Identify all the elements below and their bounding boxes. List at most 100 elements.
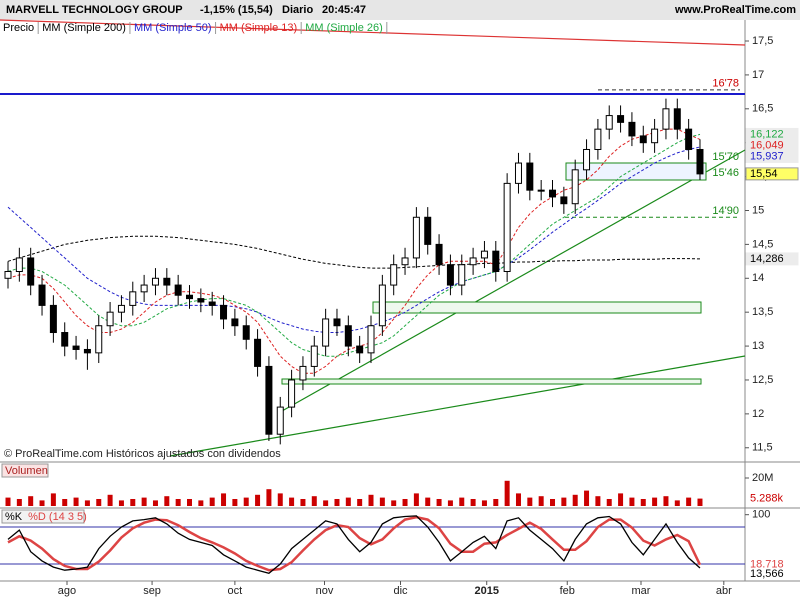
- candle-body: [15, 257, 23, 273]
- symbol: MARVELL TECHNOLOGY GROUP: [6, 4, 183, 16]
- volume-bar: [595, 496, 601, 506]
- volume-bar: [686, 497, 692, 506]
- volume-bar: [425, 497, 431, 506]
- candle-body: [276, 406, 284, 435]
- watermark: © ProRealTime.com Históricos ajustados c…: [4, 448, 281, 460]
- volume-bar: [550, 498, 556, 506]
- candle-body: [163, 277, 171, 286]
- end-label-box: [745, 252, 799, 266]
- volume-bar: [311, 496, 317, 506]
- volume-bar: [379, 497, 385, 506]
- x-tick-label: 2015: [474, 585, 498, 597]
- volume-bar: [527, 497, 533, 506]
- legend-entry: %D (14 3 5): [28, 511, 87, 523]
- moving-average: [7, 146, 701, 333]
- candle-body: [61, 332, 69, 347]
- candle-body: [651, 128, 659, 144]
- volume-bar: [640, 498, 646, 506]
- candle-body: [628, 121, 636, 137]
- period: Diario: [282, 4, 313, 16]
- panel-label-box: [1, 509, 85, 524]
- moving-average: [7, 133, 701, 357]
- volume-bar: [266, 489, 272, 506]
- volume-bar: [515, 493, 521, 506]
- volume-bar: [345, 497, 351, 506]
- candle-body: [662, 108, 670, 130]
- candle-body: [605, 115, 613, 130]
- candle-body: [639, 135, 647, 144]
- candle-body: [390, 264, 398, 286]
- candle-body: [549, 189, 557, 198]
- y-tick-label: 14,5: [752, 238, 773, 250]
- candle-body: [446, 264, 454, 286]
- volume-bar: [459, 497, 465, 506]
- change: -1,15% (15,54): [200, 4, 273, 16]
- candle-body: [242, 325, 250, 340]
- volume-bar: [141, 497, 147, 506]
- candle-body: [424, 216, 432, 245]
- legend-entry: MM (Simple 200): [42, 22, 126, 34]
- volume-bar: [221, 493, 227, 506]
- candle-body: [378, 284, 386, 327]
- y-tick-label: 13,5: [752, 306, 773, 318]
- candle-body: [83, 348, 91, 354]
- volume-bar: [62, 498, 68, 506]
- candle-body: [458, 264, 466, 286]
- candle-body: [594, 128, 602, 150]
- panel-label-box: [1, 463, 49, 478]
- candle-body: [106, 311, 114, 327]
- volume-bar: [504, 480, 510, 506]
- x-tick-label: oct: [228, 585, 243, 597]
- end-label: 15,937: [750, 150, 784, 162]
- candle-body: [685, 128, 693, 150]
- oscillator-line: [7, 515, 701, 575]
- candle-body: [333, 318, 341, 327]
- candle-body: [469, 257, 477, 266]
- candle-body: [174, 284, 182, 296]
- volume-bar: [391, 500, 397, 506]
- y-tick-label: 100: [752, 509, 770, 521]
- volume-bar: [28, 496, 34, 506]
- volume-bar: [152, 500, 158, 506]
- end-label: 16,049: [750, 139, 784, 151]
- end-label-box: [745, 149, 799, 163]
- volume-bar: [118, 500, 124, 506]
- volume-bar: [538, 496, 544, 506]
- candle-body: [617, 115, 625, 123]
- candle-body: [356, 345, 364, 354]
- end-label: 16,122: [750, 128, 784, 140]
- moving-average: [7, 128, 701, 374]
- candle-body: [571, 169, 579, 205]
- candle-body: [4, 271, 12, 279]
- end-label-box: [745, 492, 799, 506]
- trend-line: [281, 149, 746, 412]
- x-tick-label: sep: [143, 585, 161, 597]
- volume-bar: [652, 497, 658, 506]
- candle-body: [208, 301, 216, 306]
- x-tick-label: mar: [632, 585, 651, 597]
- candle-body: [231, 318, 239, 327]
- end-label-box: [745, 567, 799, 581]
- volume-bar: [402, 498, 408, 506]
- legend-entry: MM (Simple 50): [134, 22, 212, 34]
- x-tick-label: ago: [58, 585, 76, 597]
- candle-body: [322, 318, 330, 347]
- candle-body: [197, 298, 205, 303]
- y-tick-label: 13: [752, 340, 764, 352]
- volume-bar: [84, 500, 90, 506]
- y-tick-label: 12: [752, 408, 764, 420]
- y-tick-label: 17,5: [752, 35, 773, 47]
- candle-body: [27, 257, 35, 286]
- level-label: 15'70: [712, 151, 739, 163]
- volume-bar: [209, 497, 215, 506]
- volume-bar: [572, 494, 578, 506]
- volume-bar: [697, 498, 703, 506]
- volume-bar: [50, 493, 56, 506]
- candle-body: [696, 148, 704, 175]
- volume-bar: [289, 497, 295, 506]
- legend-entry: MM (Simple 26): [305, 22, 383, 34]
- volume-bar: [300, 498, 306, 506]
- candle-body: [49, 304, 57, 334]
- volume-bar: [368, 494, 374, 506]
- candle-body: [480, 250, 488, 259]
